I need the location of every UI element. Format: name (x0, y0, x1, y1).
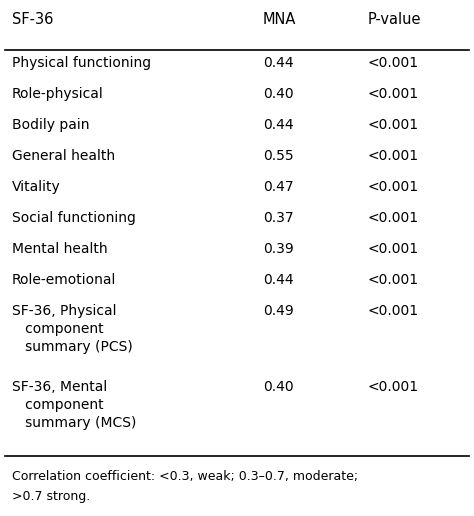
Text: SF-36, Physical
   component
   summary (PCS): SF-36, Physical component summary (PCS) (12, 304, 133, 353)
Text: SF-36: SF-36 (12, 12, 53, 27)
Text: 0.44: 0.44 (263, 56, 294, 70)
Text: <0.001: <0.001 (367, 56, 419, 70)
Text: <0.001: <0.001 (367, 380, 419, 394)
Text: MNA: MNA (263, 12, 296, 27)
Text: Role-emotional: Role-emotional (12, 273, 116, 287)
Text: Correlation coefficient: <0.3, weak; 0.3–0.7, moderate;: Correlation coefficient: <0.3, weak; 0.3… (12, 470, 358, 483)
Text: 0.44: 0.44 (263, 118, 294, 132)
Text: 0.47: 0.47 (263, 180, 294, 194)
Text: <0.001: <0.001 (367, 149, 419, 163)
Text: <0.001: <0.001 (367, 273, 419, 287)
Text: 0.40: 0.40 (263, 87, 294, 101)
Text: 0.37: 0.37 (263, 211, 294, 225)
Text: <0.001: <0.001 (367, 87, 419, 101)
Text: Bodily pain: Bodily pain (12, 118, 90, 132)
Text: P-value: P-value (367, 12, 421, 27)
Text: Mental health: Mental health (12, 242, 108, 256)
Text: 0.39: 0.39 (263, 242, 294, 256)
Text: 0.49: 0.49 (263, 304, 294, 318)
Text: <0.001: <0.001 (367, 242, 419, 256)
Text: 0.55: 0.55 (263, 149, 294, 163)
Text: <0.001: <0.001 (367, 118, 419, 132)
Text: 0.44: 0.44 (263, 273, 294, 287)
Text: <0.001: <0.001 (367, 211, 419, 225)
Text: Physical functioning: Physical functioning (12, 56, 151, 70)
Text: Vitality: Vitality (12, 180, 61, 194)
Text: Social functioning: Social functioning (12, 211, 136, 225)
Text: SF-36, Mental
   component
   summary (MCS): SF-36, Mental component summary (MCS) (12, 380, 136, 430)
Text: General health: General health (12, 149, 115, 163)
Text: <0.001: <0.001 (367, 304, 419, 318)
Text: <0.001: <0.001 (367, 180, 419, 194)
Text: Role-physical: Role-physical (12, 87, 104, 101)
Text: >0.7 strong.: >0.7 strong. (12, 490, 90, 503)
Text: 0.40: 0.40 (263, 380, 294, 394)
